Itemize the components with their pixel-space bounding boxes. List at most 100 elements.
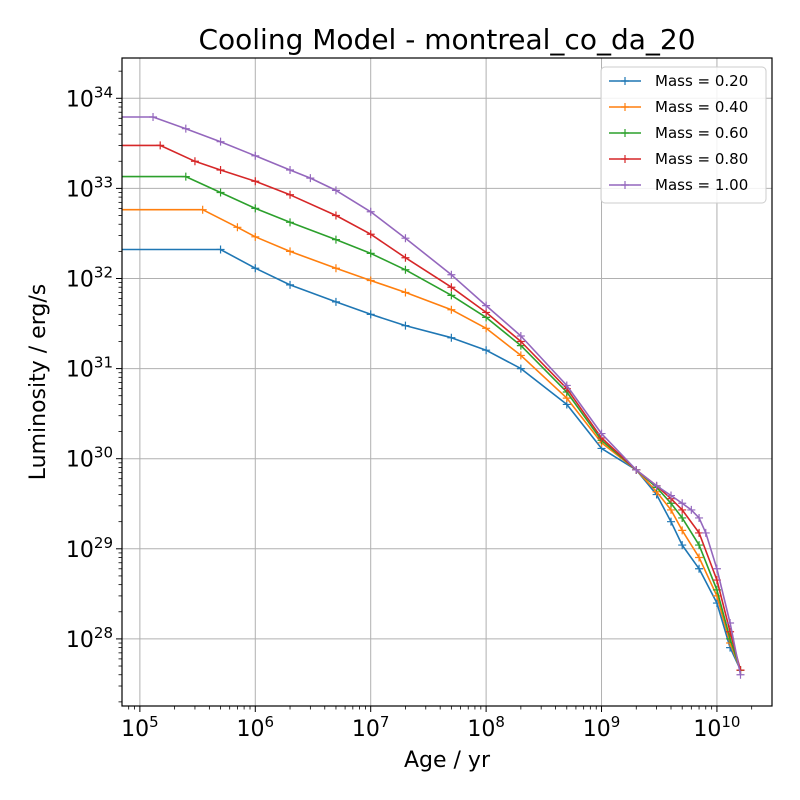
x-tick-exponent: 6 [265, 713, 275, 731]
series-mass-3 [122, 141, 745, 675]
series-mass-0 [122, 245, 745, 675]
data-point-marker [695, 553, 704, 562]
chart-title: Cooling Model - montreal_co_da_20 [198, 23, 695, 56]
plot-frame [121, 57, 773, 707]
y-tick-label: 1030 [66, 444, 113, 473]
series-line [122, 248, 742, 671]
data-point-marker [482, 301, 491, 310]
legend-marker-swatch [621, 155, 629, 163]
data-point-marker [216, 137, 225, 146]
y-tick-exponent: 32 [94, 263, 113, 281]
data-point-marker [695, 513, 704, 522]
data-point-marker [678, 499, 687, 508]
data-point-marker [156, 141, 165, 150]
x-tick-exponent: 10 [721, 713, 740, 731]
series-mass-4 [122, 112, 745, 679]
legend-marker-swatch [621, 103, 629, 111]
x-tick-base: 10 [467, 717, 495, 742]
legend-box [600, 66, 767, 204]
data-point-marker [366, 230, 375, 239]
grid [122, 58, 772, 706]
data-point-marker [286, 218, 295, 227]
data-point-marker [331, 186, 340, 195]
x-tick-label: 105 [121, 713, 159, 742]
data-point-marker [695, 528, 704, 537]
x-tick-exponent: 5 [149, 713, 159, 731]
series-line [122, 144, 742, 671]
data-point-marker [516, 332, 525, 341]
data-point-marker [251, 204, 260, 213]
y-tick-exponent: 31 [94, 354, 113, 372]
y-tick-exponent: 29 [94, 534, 113, 552]
data-point-marker [306, 174, 315, 183]
y-tick-exponent: 33 [94, 173, 113, 191]
y-tick-label: 1028 [66, 624, 113, 653]
legend-label: Mass = 0.60 [655, 124, 748, 142]
x-tick-exponent: 7 [380, 713, 390, 731]
data-point-marker [482, 308, 491, 317]
data-point-marker [695, 564, 704, 573]
data-point-marker [251, 151, 260, 160]
data-point-marker [678, 526, 687, 535]
data-point-marker [149, 112, 158, 121]
data-point-marker [632, 465, 641, 474]
data-point-marker [181, 124, 190, 133]
data-point-marker [447, 270, 456, 279]
data-point-marker [366, 276, 375, 285]
legend-marker-swatch [621, 77, 629, 85]
data-point-marker [712, 564, 721, 573]
y-tick-label: 1034 [66, 83, 113, 112]
y-tick-exponent: 30 [94, 444, 113, 462]
data-point-marker [401, 253, 410, 262]
y-tick-base: 10 [66, 177, 94, 202]
legend-entry: Mass = 0.60 [609, 124, 748, 142]
data-point-marker [190, 157, 199, 166]
series-group [122, 112, 745, 679]
data-point-marker [652, 481, 661, 490]
y-tick-label: 1029 [66, 534, 113, 563]
y-tick-exponent: 34 [94, 83, 113, 101]
ticks: 105 106 107 108 109 1010102810291030103110321… [66, 70, 753, 742]
data-point-marker [286, 247, 295, 256]
x-tick-label: 1010 [693, 713, 740, 742]
data-point-marker [198, 205, 207, 214]
data-point-marker [401, 288, 410, 297]
data-point-marker [562, 381, 571, 390]
data-point-marker [482, 346, 491, 355]
data-point-marker [251, 232, 260, 241]
legend-entry: Mass = 1.00 [609, 176, 748, 194]
data-point-marker [181, 172, 190, 181]
data-point-marker [516, 351, 525, 360]
data-point-marker [331, 297, 340, 306]
x-tick-label: 106 [237, 713, 275, 742]
x-tick-base: 10 [693, 717, 721, 742]
y-tick-base: 10 [66, 87, 94, 112]
legend-entry: Mass = 0.40 [609, 98, 748, 116]
legend-label: Mass = 0.80 [655, 150, 748, 168]
data-point-marker [516, 364, 525, 373]
x-tick-base: 10 [121, 717, 149, 742]
data-point-marker [251, 264, 260, 273]
data-point-marker [447, 305, 456, 314]
data-point-marker [331, 235, 340, 244]
data-point-marker [447, 283, 456, 292]
data-point-marker [701, 528, 710, 537]
y-tick-base: 10 [66, 448, 94, 473]
x-tick-label: 107 [352, 713, 390, 742]
data-point-marker [251, 177, 260, 186]
y-tick-base: 10 [66, 267, 94, 292]
y-tick-label: 1031 [66, 354, 113, 383]
data-point-marker [331, 264, 340, 273]
x-tick-exponent: 8 [495, 713, 505, 731]
data-point-marker [286, 166, 295, 174]
data-point-marker [366, 310, 375, 319]
data-point-marker [678, 513, 687, 522]
y-axis-label: Luminosity / erg/s [26, 284, 51, 480]
legend-entry: Mass = 0.20 [609, 72, 748, 90]
legend: Mass = 0.20 Mass = 0.40 Mass = 0.60 Mass = … [600, 66, 767, 204]
data-point-marker [233, 223, 242, 232]
data-point-marker [401, 321, 410, 330]
data-point-marker [286, 280, 295, 289]
legend-marker-swatch [621, 181, 629, 189]
x-tick-label: 109 [583, 713, 621, 742]
